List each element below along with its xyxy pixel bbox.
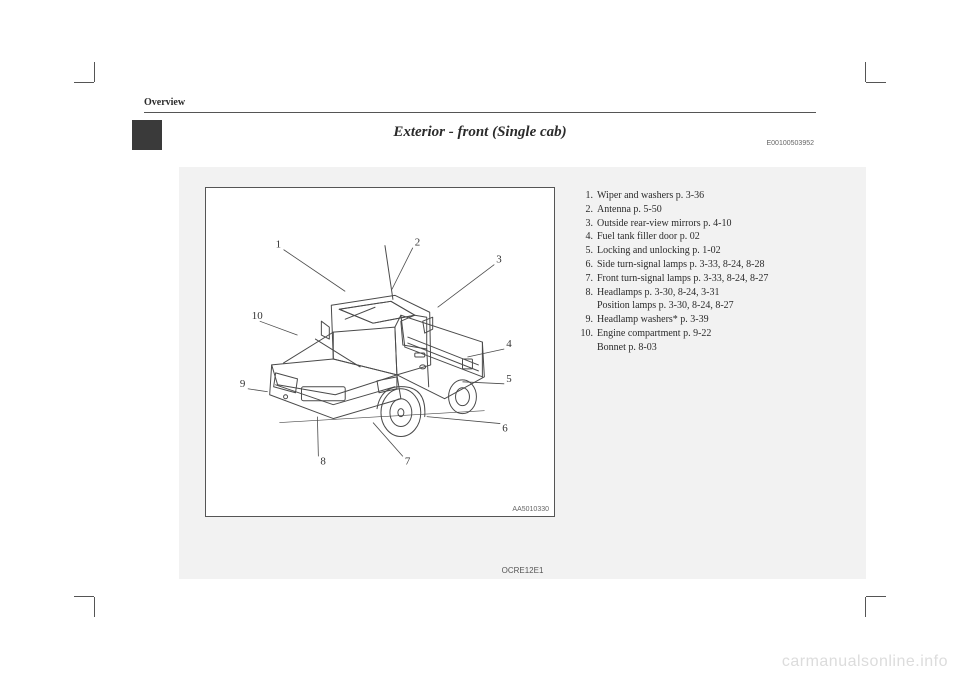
list-item-number: 4. — [579, 230, 593, 244]
list-item-text: Headlamp washers* p. 3-39 — [597, 314, 709, 325]
callout-number: 1 — [276, 239, 281, 251]
vehicle-diagram: 1 2 3 4 5 6 7 8 9 10 AA5010330 — [205, 187, 555, 517]
list-item-text: Fuel tank filler door p. 02 — [597, 231, 700, 242]
callout-number: 5 — [506, 373, 512, 385]
callout-number: 10 — [252, 310, 263, 322]
list-item-number: 10. — [579, 327, 593, 341]
list-item-number: 7. — [579, 272, 593, 286]
list-item: 10. Engine compartment p. 9-22 Bonnet p. 8… — [579, 327, 854, 355]
list-item-number: 6. — [579, 258, 593, 272]
list-item: 8. Headlamps p. 3-30, 8-24, 3-31Position … — [579, 286, 854, 314]
list-item-number: 3. — [579, 217, 593, 231]
diagram-code: AA5010330 — [512, 506, 549, 513]
list-item: 5. Locking and unlocking p. 1-02 — [579, 244, 854, 258]
list-item: 3. Outside rear-view mirrors p. 4-10 — [579, 217, 854, 231]
list-item-text: Outside rear-view mirrors p. 4-10 — [597, 218, 731, 229]
callout-number: 2 — [415, 237, 420, 249]
content-panel: 1 2 3 4 5 6 7 8 9 10 AA5010330 1. Wiper and washer… — [179, 167, 866, 579]
list-item: 1. Wiper and washers p. 3-36 — [579, 189, 854, 203]
crop-mark — [74, 596, 94, 597]
crop-mark — [94, 597, 95, 617]
crop-mark — [74, 82, 94, 83]
callout-number: 7 — [405, 455, 411, 467]
callout-number: 8 — [320, 455, 326, 467]
list-item-number: 1. — [579, 189, 593, 203]
list-item-text: Headlamps p. 3-30, 8-24, 3-31 — [597, 287, 719, 298]
page-title: Exterior - front (Single cab) — [94, 124, 866, 141]
list-item: 2. Antenna p. 5-50 — [579, 203, 854, 217]
callout-number: 3 — [496, 254, 502, 266]
callout-number: 4 — [506, 338, 512, 350]
crop-mark — [865, 62, 866, 82]
crop-mark — [865, 597, 866, 617]
crop-mark — [866, 82, 886, 83]
list-item-text: Wiper and washers p. 3-36 — [597, 190, 704, 201]
list-item-text: Front turn-signal lamps p. 3-33, 8-24, 8… — [597, 273, 768, 284]
list-item-number: 8. — [579, 286, 593, 300]
list-item: 4. Fuel tank filler door p. 02 — [579, 230, 854, 244]
list-item-number: 2. — [579, 203, 593, 217]
list-item-subtext: Position lamps p. 3-30, 8-24, 8-27 — [597, 299, 854, 313]
truck-svg: 1 2 3 4 5 6 7 8 9 10 — [206, 188, 554, 516]
callout-list: 1. Wiper and washers p. 3-36 2. Antenna p. … — [579, 189, 854, 355]
list-item: 6. Side turn-signal lamps p. 3-33, 8-24, … — [579, 258, 854, 272]
footer-code: OCRE12E1 — [179, 566, 866, 575]
callout-number: 6 — [502, 423, 508, 435]
section-label: Overview — [144, 97, 185, 108]
list-item-subtext: Bonnet p. 8-03 — [597, 341, 854, 355]
list-item-number: 5. — [579, 244, 593, 258]
page-content: Overview Exterior - front (Single cab) E… — [94, 82, 866, 597]
list-item-text: Locking and unlocking p. 1-02 — [597, 245, 721, 256]
list-item-text: Antenna p. 5-50 — [597, 204, 662, 215]
document-code: E00100503952 — [767, 140, 815, 147]
header-divider — [144, 112, 816, 113]
crop-mark — [94, 62, 95, 82]
list-item-text: Engine compartment p. 9-22 — [597, 328, 711, 339]
list-item: 9. Headlamp washers* p. 3-39 — [579, 313, 854, 327]
list-item: 7. Front turn-signal lamps p. 3-33, 8-24,… — [579, 272, 854, 286]
list-item-text: Side turn-signal lamps p. 3-33, 8-24, 8-… — [597, 259, 764, 270]
list-item-number: 9. — [579, 313, 593, 327]
crop-mark — [866, 596, 886, 597]
callout-number: 9 — [240, 378, 246, 390]
watermark-text: carmanualsonline.info — [782, 653, 948, 671]
